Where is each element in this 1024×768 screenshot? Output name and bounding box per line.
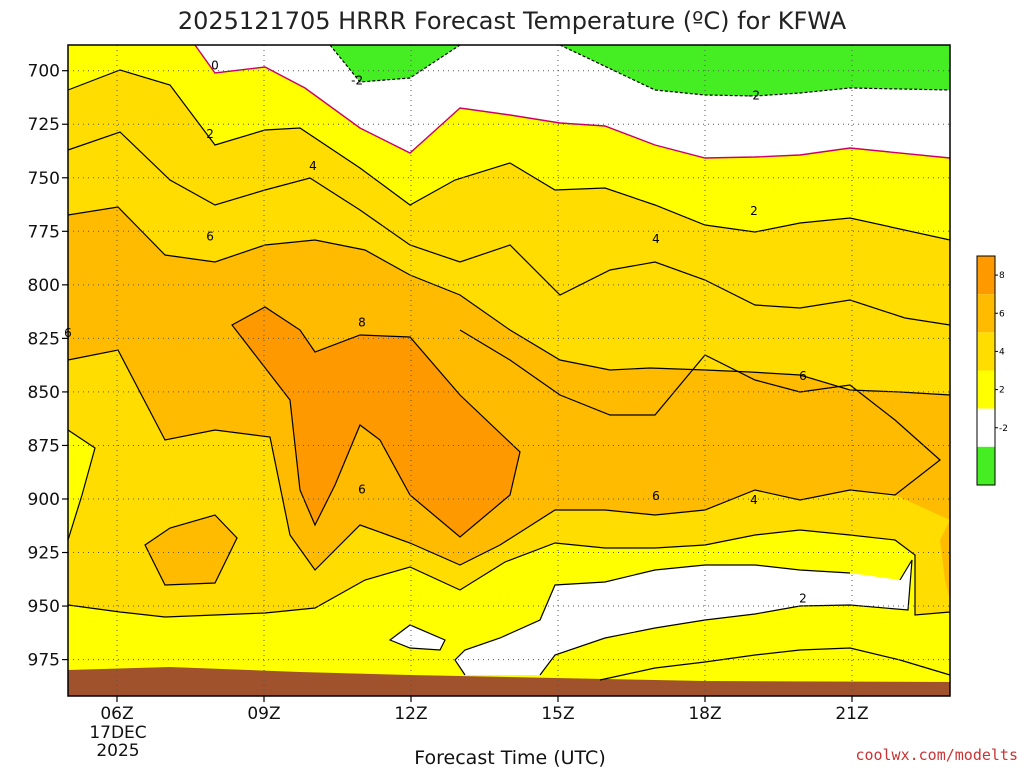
contour-6-upper: [67, 206, 951, 396]
contour-8: [231, 306, 521, 538]
contour-2-upper: [67, 69, 951, 241]
x-tick-label: 15Z: [541, 704, 574, 724]
band-6-8-cell: [145, 515, 237, 585]
contour-6-cell: [144, 514, 238, 586]
contour-4-lower: [67, 529, 951, 618]
band-minus2-upper: [330, 45, 460, 82]
colorbar-label: 6: [999, 309, 1005, 319]
contour-label: 0: [211, 58, 219, 72]
colorbar-swatch: [977, 446, 995, 485]
colorbar-swatch: [977, 332, 995, 371]
colorbar-swatch: [977, 256, 995, 295]
x-tick-label: 12Z: [394, 704, 427, 724]
y-tick-label: 725: [28, 115, 60, 135]
contour-label: 4: [750, 493, 758, 507]
contour-label: 6: [799, 369, 807, 383]
x-date-line1: 17DEC: [89, 723, 146, 743]
contour-2-lower-left: [454, 564, 851, 676]
y-tick-label: 800: [28, 276, 60, 296]
contour-label: -2: [351, 73, 363, 87]
contour-4-upper: [67, 131, 951, 326]
y-tick-label: 900: [28, 490, 60, 510]
x-tick-label: 09Z: [247, 704, 280, 724]
colorbar-frame: [976, 255, 996, 486]
y-tick-label: 775: [28, 222, 60, 242]
contour-lines: [67, 69, 951, 681]
contour-minus2-left: [329, 44, 461, 83]
band-6-8-right-edge: [940, 520, 950, 600]
band-ge8: [232, 307, 520, 537]
contour-4-left: [67, 429, 96, 541]
y-tick-label: 975: [28, 651, 60, 671]
y-tick-label: 875: [28, 436, 60, 456]
ground: [68, 667, 950, 696]
contour-label: 6: [652, 489, 660, 503]
plot-frame: [67, 44, 951, 697]
band-minus2-upper-right: [560, 45, 950, 96]
x-tick-label: 06Z: [100, 704, 133, 724]
contour-label: 2: [799, 592, 807, 606]
x-tick-label: 18Z: [688, 704, 721, 724]
x-tick-label: 21Z: [835, 704, 868, 724]
freezing-lines: [194, 44, 951, 159]
colorbar: 8 6 4 2 -2: [976, 255, 1008, 486]
credit-text: coolwx.com/modelts: [855, 746, 1018, 764]
x-axis-label: Forecast Time (UTC): [414, 747, 605, 768]
x-axis: 06Z 09Z 12Z 15Z 18Z 21Z: [100, 696, 869, 724]
y-tick-label: 850: [28, 383, 60, 403]
band-2-4-lower: [68, 430, 95, 540]
contour-2-lower: [539, 559, 913, 676]
contour-6-lower: [67, 329, 941, 571]
contour-0-line: [194, 44, 951, 159]
contour-minus2-right: [559, 44, 951, 97]
colorbar-swatch: [977, 408, 995, 447]
grid: [68, 45, 950, 696]
colorbar-label: 2: [999, 386, 1005, 396]
y-tick-label: 700: [28, 62, 60, 82]
contour-label: 6: [358, 482, 366, 496]
contour-label: 6: [206, 230, 214, 244]
contour-label: 4: [652, 232, 660, 246]
band-0-2-lower-blob: [390, 625, 445, 650]
colorbar-label: 8: [999, 271, 1005, 281]
colorbar-swatch: [977, 294, 995, 333]
contour-label: 8: [358, 315, 366, 329]
minus2-lines: [329, 44, 951, 97]
contour-2-blob: [388, 624, 446, 651]
colorbar-label: 4: [999, 347, 1005, 357]
y-tick-label: 925: [28, 544, 60, 564]
band-6-8: [68, 207, 950, 570]
y-tick-label: 950: [28, 597, 60, 617]
contour-2-bottom: [599, 647, 951, 681]
x-date-line2: 2025: [96, 741, 139, 761]
contour-label: 4: [309, 159, 317, 173]
contour-label: 2: [750, 204, 758, 218]
colorbar-swatch: [977, 370, 995, 409]
colorbar-label: -2: [999, 424, 1008, 434]
contour-label: 2: [206, 127, 214, 141]
chart-title: 2025121705 HRRR Forecast Temperature (ºC…: [178, 7, 847, 35]
contour-label: -2: [748, 88, 760, 102]
y-tick-label: 825: [28, 329, 60, 349]
band-0-2-lower: [455, 560, 912, 675]
y-axis: 700 725 750 775 800 825 850 875 900 925 950 975: [28, 62, 68, 671]
y-tick-label: 750: [28, 169, 60, 189]
